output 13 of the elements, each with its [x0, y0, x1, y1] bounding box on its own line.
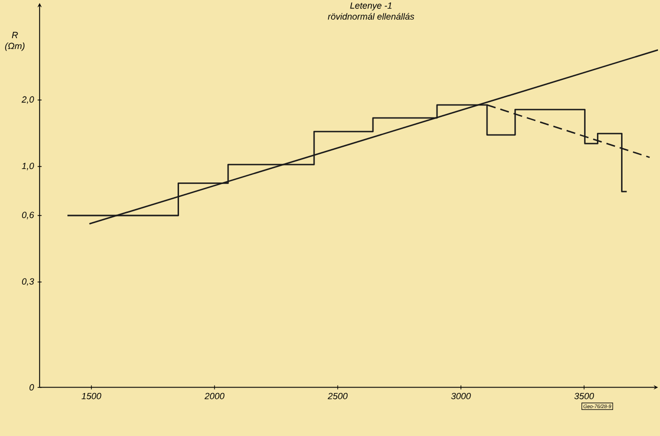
y-axis-title: R (Ωm) — [5, 32, 24, 51]
y-tick-label: 0,6 — [22, 212, 34, 220]
x-tick-label: 3500 — [574, 392, 594, 400]
y-tick-label: 1,0 — [22, 162, 34, 170]
y-tick-label: 2,0 — [22, 96, 34, 104]
x-tick-label: 2500 — [328, 392, 348, 400]
x-tick-label: 2000 — [204, 392, 224, 400]
x-tick-label: 3000 — [451, 392, 471, 400]
y-tick-label: 0 — [30, 384, 34, 390]
x-tick-label: 1500 — [82, 392, 102, 400]
text: rövidnormál ellenállás — [328, 12, 414, 20]
chart-title: Letenye -1 — [350, 2, 392, 10]
y-tick-label: 0,3 — [22, 278, 34, 286]
